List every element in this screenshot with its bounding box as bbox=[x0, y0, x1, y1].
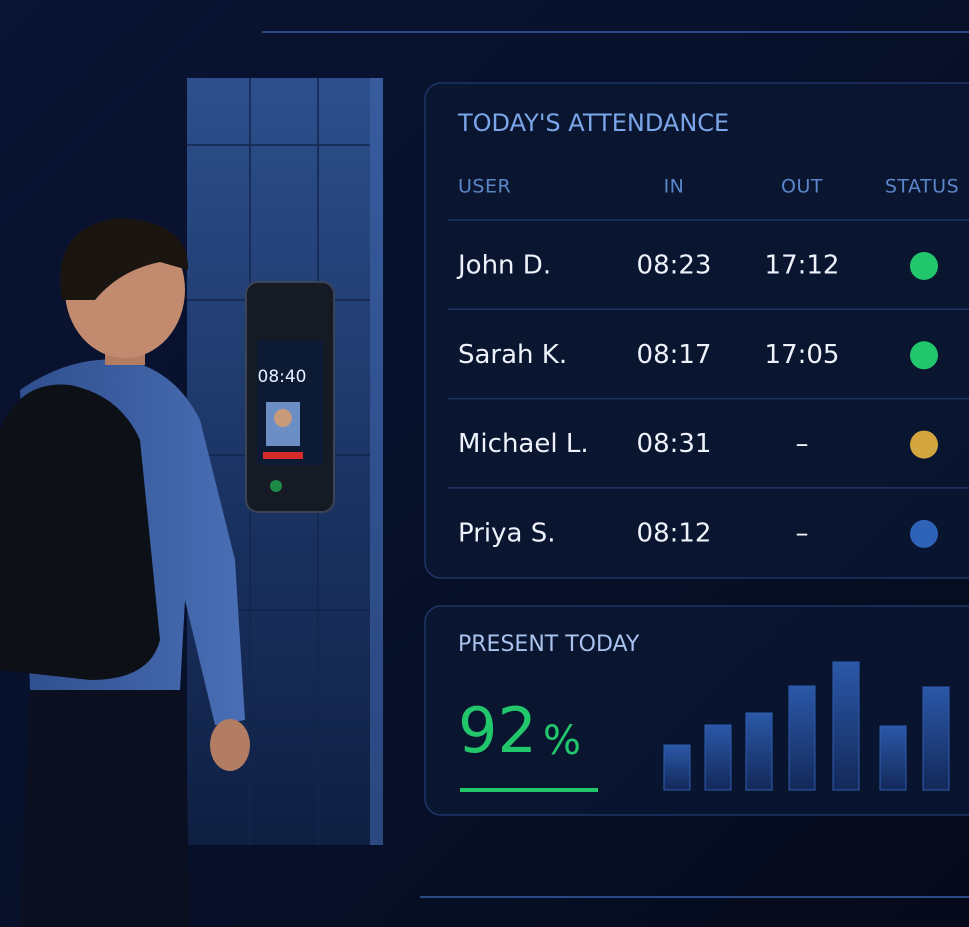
present-label: PRESENT TODAY bbox=[458, 632, 640, 657]
table-cell: John D. bbox=[456, 251, 551, 281]
person bbox=[0, 218, 250, 927]
status-dot bbox=[910, 519, 938, 548]
table-cell: – bbox=[796, 429, 809, 459]
status-dot bbox=[910, 430, 938, 459]
device-time: 08:40 bbox=[258, 367, 307, 387]
present-bars bbox=[663, 661, 950, 791]
bar bbox=[745, 712, 773, 791]
table-cell: 08:17 bbox=[637, 340, 712, 370]
table-cell: Priya S. bbox=[458, 518, 556, 548]
bar bbox=[704, 724, 732, 791]
column-header: OUT bbox=[781, 176, 823, 198]
device-badge bbox=[263, 452, 303, 459]
table-cell: 08:31 bbox=[637, 429, 712, 459]
present-unit: % bbox=[543, 718, 581, 764]
column-header: USER bbox=[458, 176, 511, 198]
table-cell: 08:23 bbox=[637, 251, 712, 281]
attendance-panel bbox=[424, 82, 969, 579]
table-cell: 17:05 bbox=[765, 340, 840, 370]
attendance-table: USER IN OUT STATUS John D. 08:23 17:12 Sarah K.… bbox=[448, 176, 969, 548]
status-dot bbox=[910, 252, 938, 280]
pillar-edge bbox=[370, 78, 383, 845]
present-value: 92 bbox=[458, 694, 537, 767]
present-underline bbox=[460, 788, 598, 792]
device-sensor bbox=[270, 480, 282, 492]
column-header: IN bbox=[664, 176, 685, 198]
column-header: STATUS bbox=[885, 176, 959, 198]
device-photo-face bbox=[274, 409, 292, 427]
table-cell: – bbox=[796, 518, 809, 548]
bar bbox=[879, 725, 907, 791]
bar bbox=[832, 661, 860, 791]
bar bbox=[663, 744, 691, 791]
status-dot bbox=[910, 341, 938, 370]
bar bbox=[922, 686, 950, 791]
table-cell: Michael L. bbox=[458, 429, 589, 459]
table-cell: 17:12 bbox=[765, 251, 840, 281]
bar bbox=[788, 685, 816, 791]
table-cell: Sarah K. bbox=[458, 340, 567, 370]
attendance-title: TODAY'S ATTENDANCE bbox=[457, 109, 729, 137]
table-cell: 08:12 bbox=[637, 518, 712, 548]
